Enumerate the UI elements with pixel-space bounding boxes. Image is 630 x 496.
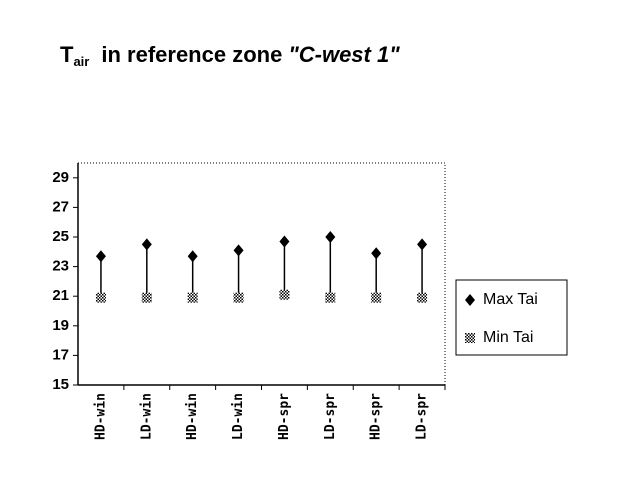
- title-quoted: "C-west 1": [288, 42, 400, 67]
- x-tick-label: HD-win: [185, 393, 200, 440]
- chart-title: Tair in reference zone "C-west 1": [60, 42, 400, 69]
- max-marker: [279, 235, 290, 248]
- y-tick-label: 23: [52, 258, 69, 275]
- min-marker: [141, 292, 152, 303]
- min-marker: [233, 292, 244, 303]
- min-marker: [371, 292, 382, 303]
- y-tick-label: 15: [52, 376, 69, 393]
- min-marker: [95, 292, 106, 303]
- min-marker: [187, 292, 198, 303]
- min-marker: [279, 289, 290, 300]
- legend-marker: [465, 294, 475, 306]
- title-sub: air: [73, 54, 89, 69]
- y-tick-label: 17: [52, 346, 69, 363]
- y-tick-label: 27: [52, 198, 69, 215]
- x-tick-label: LD-win: [231, 393, 246, 440]
- max-marker: [417, 238, 428, 251]
- x-tick-label: LD-spr: [323, 393, 338, 440]
- x-tick-label: LD-win: [139, 393, 154, 440]
- y-tick-label: 29: [52, 169, 69, 186]
- max-marker: [95, 250, 106, 263]
- y-tick-label: 21: [52, 287, 69, 304]
- plot-border: [77, 162, 446, 386]
- y-tick-label: 19: [52, 317, 69, 334]
- legend-box: [455, 279, 568, 356]
- x-tick-label: LD-spr: [415, 393, 430, 440]
- min-marker: [325, 292, 336, 303]
- max-marker: [233, 244, 244, 257]
- max-marker: [187, 250, 198, 263]
- legend-label: Min Tai: [483, 329, 533, 346]
- max-marker: [141, 238, 152, 251]
- max-marker: [371, 247, 382, 260]
- title-rest: in reference zone: [101, 42, 282, 67]
- min-marker: [417, 292, 428, 303]
- max-marker: [325, 231, 336, 243]
- x-tick-label: HD-spr: [277, 393, 292, 440]
- legend-marker: [465, 333, 475, 343]
- y-tick-label: 25: [52, 228, 69, 245]
- x-tick-label: HD-win: [93, 393, 108, 440]
- x-tick-label: HD-spr: [369, 393, 384, 440]
- title-main: T: [60, 42, 74, 67]
- legend-label: Max Tai: [483, 291, 538, 308]
